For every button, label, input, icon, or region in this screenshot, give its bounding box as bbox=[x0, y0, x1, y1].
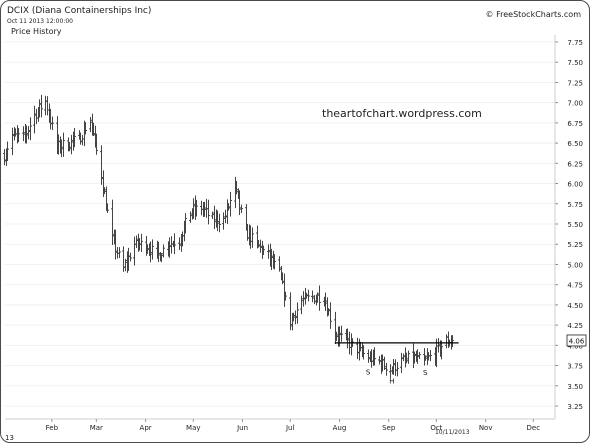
price-tick-label: 7.25 bbox=[567, 79, 583, 87]
month-label: Apr bbox=[140, 424, 152, 432]
chart-date: Oct 11 2013 12:00:00 bbox=[7, 18, 73, 25]
month-label: Aug bbox=[333, 424, 347, 432]
month-label: Dec bbox=[527, 424, 541, 432]
month-label: Jul bbox=[285, 424, 295, 432]
current-date-label: 10/11/2013 bbox=[435, 429, 470, 436]
price-tick-label: 5.00 bbox=[567, 261, 583, 269]
month-label: Nov bbox=[479, 424, 493, 432]
chart-title: DCIX (Diana Containerships Inc) bbox=[7, 6, 152, 16]
month-label: Jun bbox=[236, 424, 248, 432]
price-tick-label: 6.25 bbox=[567, 160, 583, 168]
price-tick-label: 6.50 bbox=[567, 140, 583, 148]
price-tick-label: 4.25 bbox=[567, 322, 583, 330]
time-axis: Feb Mar Apr May Jun Jul Aug Sep Oct Nov Dec 13 10/11… bbox=[5, 418, 555, 442]
watermark: theartofchart.wordpress.com bbox=[322, 107, 482, 120]
price-tick-label: 3.75 bbox=[567, 363, 583, 371]
month-label: May bbox=[186, 424, 200, 432]
gridlines bbox=[5, 41, 555, 407]
month-label: Sep bbox=[382, 424, 396, 432]
price-tick-label: 3.50 bbox=[567, 383, 583, 391]
pattern-annotations: S H S bbox=[334, 342, 459, 385]
last-price-label: 4.06 bbox=[569, 337, 585, 345]
price-tick-label: 6.00 bbox=[567, 181, 583, 189]
price-tick-label: 3.25 bbox=[567, 403, 583, 411]
price-tick-label: 4.50 bbox=[567, 302, 583, 310]
price-bars bbox=[3, 94, 454, 379]
month-label: Mar bbox=[90, 424, 103, 432]
price-tick-label: 4.75 bbox=[567, 282, 583, 290]
price-tick-label: 5.75 bbox=[567, 201, 583, 209]
price-tick-label: 5.50 bbox=[567, 221, 583, 229]
pattern-label: S bbox=[366, 368, 371, 376]
month-label: Oct bbox=[430, 424, 442, 432]
price-tick-label: 7.00 bbox=[567, 100, 583, 108]
price-tick-label: 7.75 bbox=[567, 39, 583, 47]
pattern-label: S bbox=[423, 369, 428, 377]
last-price-box bbox=[566, 334, 587, 347]
pattern-label: H bbox=[389, 377, 394, 385]
credit-link[interactable]: © FreeStockCharts.com bbox=[485, 10, 581, 19]
price-tick-label: 6.75 bbox=[567, 120, 583, 128]
panel-label: Price History bbox=[11, 27, 62, 36]
price-tick-label: 5.25 bbox=[567, 241, 583, 249]
month-label: Feb bbox=[46, 424, 59, 432]
price-axis: 7.75 7.50 7.25 7.00 6.75 6.50 6.25 6.00 5.75 5.50… bbox=[554, 35, 587, 419]
price-tick-label: 7.50 bbox=[567, 59, 583, 67]
time-axis-start-label: 13 bbox=[5, 434, 14, 442]
